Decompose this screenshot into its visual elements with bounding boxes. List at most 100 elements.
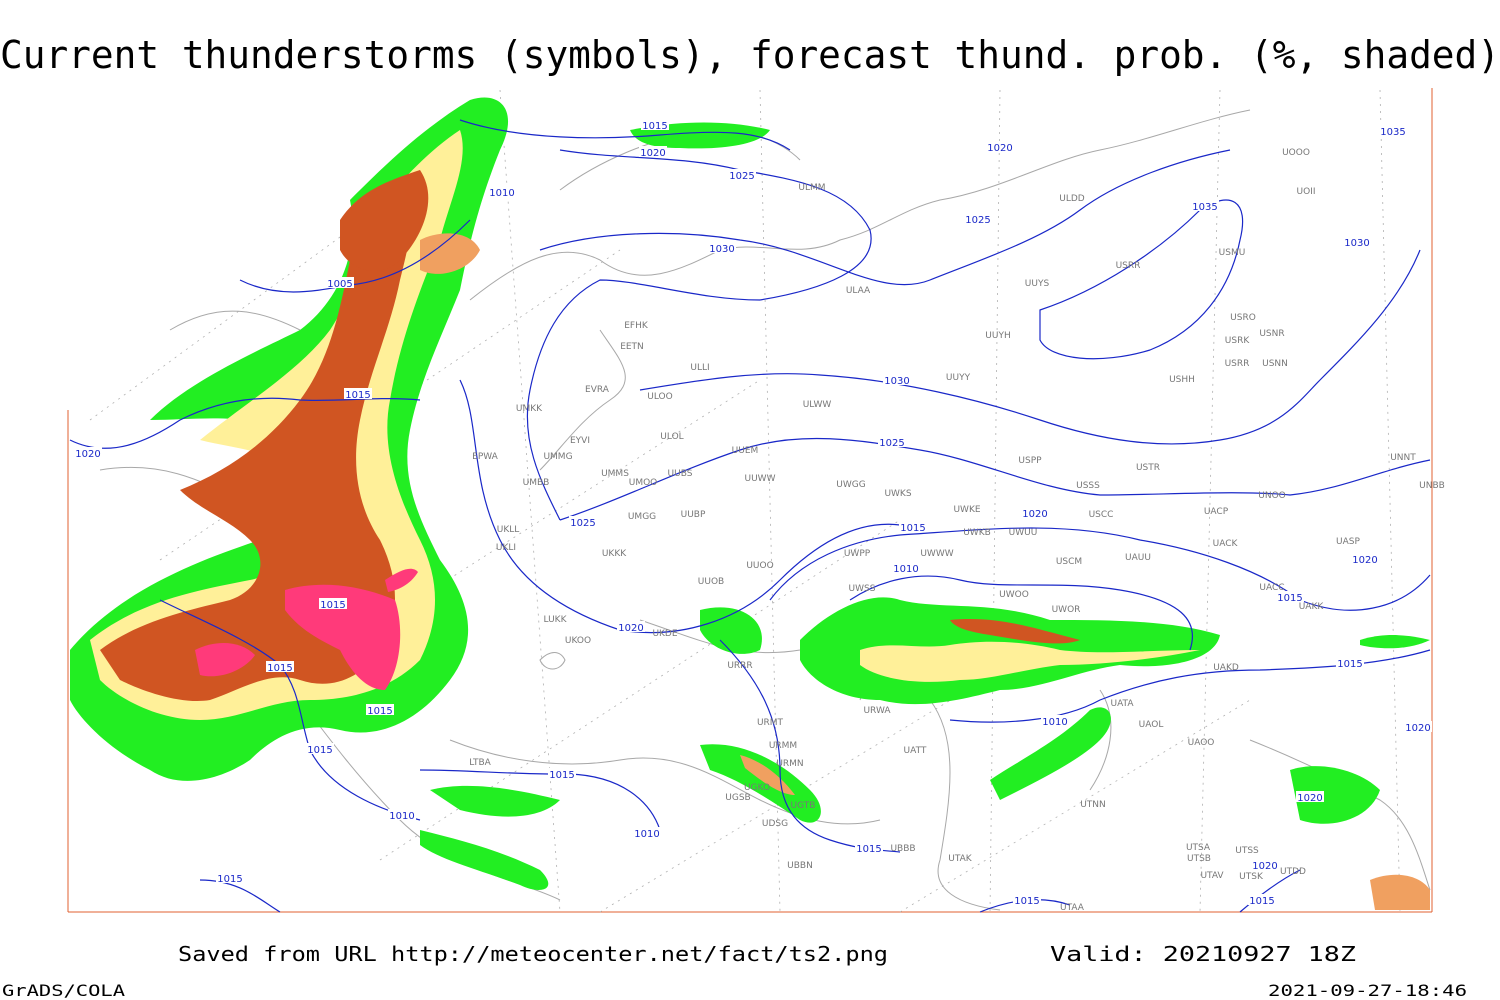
isobar-label-bg (1021, 507, 1049, 518)
isobar-label: 1015 (1277, 593, 1302, 604)
isobar-label-bg (878, 436, 906, 447)
station-label: UWWW (920, 549, 953, 559)
isobar-label: 1025 (570, 518, 595, 529)
map-frame (67, 88, 1433, 913)
station-label: UBBN (787, 861, 813, 871)
station-label: UUBS (668, 469, 693, 479)
station-label: EETN (620, 342, 644, 352)
isobar-label-bg (1041, 715, 1069, 726)
station-label: USNR (1259, 329, 1284, 339)
station-label: URRR (727, 661, 752, 671)
station-label: UDSG (762, 819, 788, 829)
isobar-label: 1015 (642, 121, 667, 132)
station-label: UUYH (985, 331, 1010, 341)
station-label: USNN (1262, 359, 1288, 369)
station-label: URWA (863, 706, 891, 716)
station-label: UASP (1336, 537, 1360, 547)
isobar-label-bg (1404, 721, 1432, 732)
isobar-label-bg (569, 516, 597, 527)
software: GrADS/COLA (2, 981, 125, 1000)
station-label: ULLI (690, 363, 709, 373)
isobar-label-bg (1191, 200, 1219, 211)
station-label: UKLI (496, 543, 516, 553)
isobar-label-bg (883, 374, 911, 385)
station-label: LUKK (544, 615, 568, 625)
station-label: ULOL (660, 432, 683, 442)
isobar-label: 1010 (893, 564, 918, 575)
station-label: USCC (1089, 510, 1114, 520)
station-label: UTSA (1186, 843, 1211, 853)
station-label: UUOB (698, 577, 724, 587)
timestamp: 2021-09-27-18:46 (1268, 981, 1467, 1000)
station-label: UUYS (1025, 279, 1050, 289)
station-label: UATT (904, 746, 927, 756)
station-label: UWOO (999, 590, 1029, 600)
station-label: LTBA (469, 758, 491, 768)
station-label: EYVI (570, 436, 590, 446)
isobar-label: 1025 (729, 171, 754, 182)
isobar-label-bg (1248, 894, 1276, 905)
station-label: EPWA (472, 452, 499, 462)
station-label: UAKK (1299, 602, 1325, 612)
isobar-label-bg (1351, 553, 1379, 564)
station-label: UKDE (652, 629, 677, 639)
station-label: UMMS (601, 469, 629, 479)
station-label: UNOO (1258, 491, 1286, 501)
isobar-label-bg (266, 661, 294, 672)
isobar-label-bg (986, 141, 1014, 152)
isobar-label: 1015 (217, 874, 242, 885)
station-label: UAUU (1125, 553, 1151, 563)
isobar-label-bg (1379, 125, 1407, 136)
station-label: ULAA (846, 286, 871, 296)
isobar-label: 1030 (1344, 238, 1369, 249)
station-label: UTDD (1280, 867, 1306, 877)
isobar-label: 1025 (965, 215, 990, 226)
isobar-label-bg (306, 743, 334, 754)
station-label: URMM (769, 741, 797, 751)
isobar-label: 1015 (320, 600, 345, 611)
isobar-label-bg (74, 447, 102, 458)
station-label: UTSK (1239, 872, 1264, 882)
isobar-label: 1025 (879, 438, 904, 449)
station-label: UMGG (628, 512, 656, 522)
isobar-label: 1010 (389, 811, 414, 822)
station-label: UUEM (732, 446, 759, 456)
isobar-label-bg (964, 213, 992, 224)
isobar-label: 1035 (1192, 202, 1217, 213)
isobar-label-bg (892, 562, 920, 573)
station-label: UMKK (516, 404, 543, 414)
station-label: EFHK (624, 321, 649, 331)
station-label: UAOL (1139, 720, 1164, 730)
station-label: UTAK (948, 854, 973, 864)
source-url: Saved from URL http://meteocenter.net/fa… (178, 942, 888, 966)
station-label: USCM (1056, 557, 1082, 567)
isobar-label-bg (488, 186, 516, 197)
isobar-label-bg (617, 621, 645, 632)
station-label: USRO (1230, 313, 1256, 323)
station-label: ULMM (798, 183, 825, 193)
isobar-label-bg (548, 768, 576, 779)
station-label: UTSB (1187, 854, 1211, 864)
isobar-label-bg (344, 388, 372, 399)
station-label: USRR (1225, 359, 1250, 369)
station-label: USPP (1018, 456, 1042, 466)
isobar-label: 1015 (1337, 659, 1362, 670)
station-label: ULWW (803, 400, 832, 410)
isobar-label: 1010 (634, 829, 659, 840)
isobar-label-bg (1336, 657, 1364, 668)
station-label: USRR (1116, 261, 1141, 271)
station-label: UWKB (963, 528, 991, 538)
station-label: USRK (1225, 336, 1251, 346)
isobar-label: 1010 (489, 188, 514, 199)
station-label: UUOO (746, 561, 773, 571)
station-label: UGSB (725, 793, 750, 803)
isobar-label: 1015 (307, 745, 332, 756)
station-label: UTAA (1060, 903, 1085, 913)
isobar-label: 1035 (1380, 127, 1405, 138)
station-label: UTNN (1080, 800, 1106, 810)
station-label: EVRA (585, 385, 610, 395)
isobar-label: 1030 (709, 244, 734, 255)
station-label: UACP (1204, 507, 1229, 517)
